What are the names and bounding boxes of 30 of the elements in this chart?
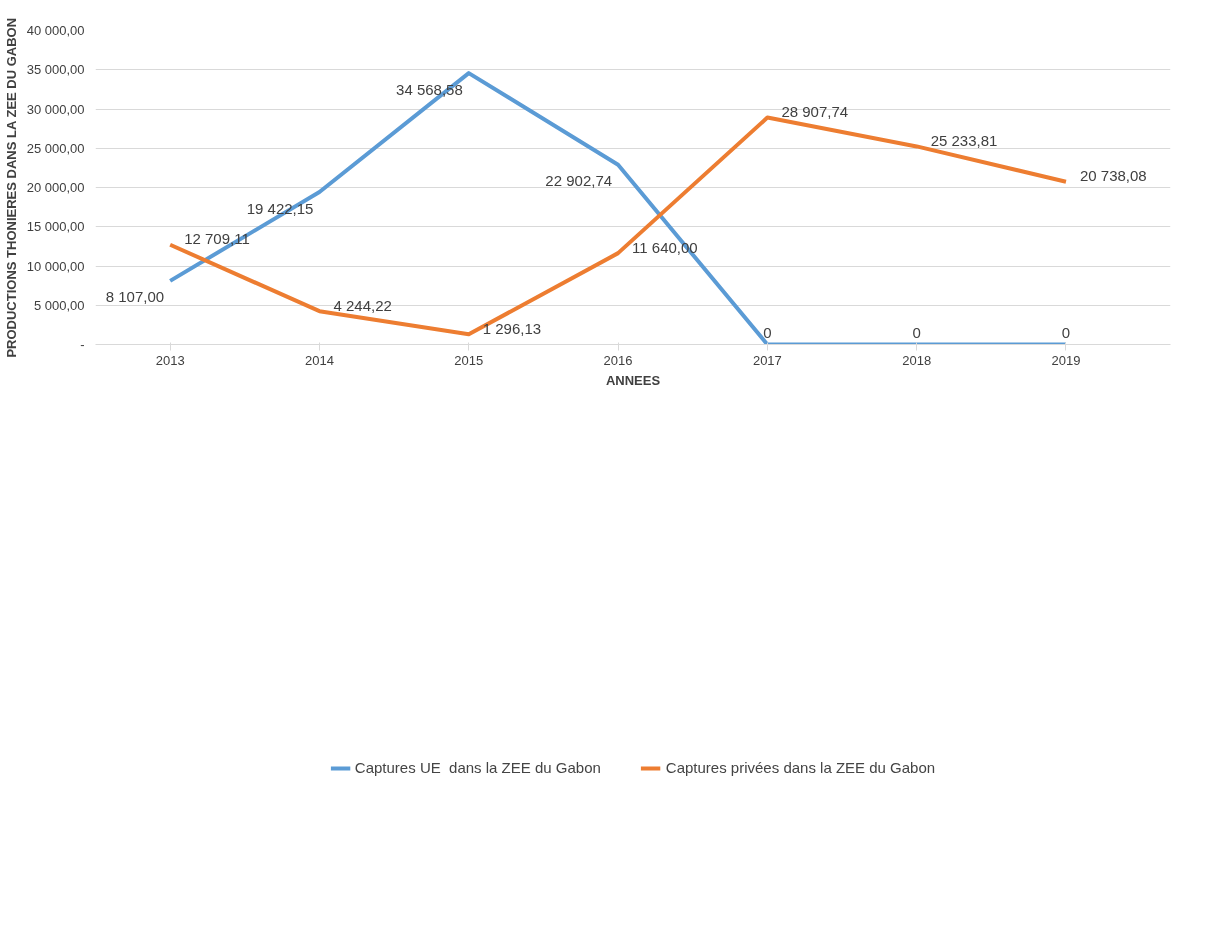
y-axis-title: PRODUCTIONS THONIERES DANS LA ZEE DU GABON bbox=[3, 17, 19, 358]
x-tick-label: 2017 bbox=[752, 352, 782, 368]
data-label: 0 bbox=[763, 323, 772, 341]
y-tick-label: 30 000,00 bbox=[26, 101, 85, 117]
x-tick-label: 2013 bbox=[155, 352, 185, 368]
y-tick-label: 15 000,00 bbox=[26, 219, 85, 235]
legend-label: Captures privées dans la ZEE du Gabon bbox=[665, 759, 936, 776]
y-tick-label: 10 000,00 bbox=[26, 258, 85, 274]
legend-label: Captures UE dans la ZEE du Gabon bbox=[354, 759, 601, 776]
data-label: 28 907,74 bbox=[781, 103, 849, 121]
y-tick-label: 5 000,00 bbox=[33, 297, 85, 313]
y-tick-label: 35 000,00 bbox=[26, 62, 85, 78]
x-tick-label: 2018 bbox=[902, 352, 932, 368]
data-label: 20 738,08 bbox=[1079, 167, 1147, 185]
x-tick-label: 2015 bbox=[454, 352, 484, 368]
x-tick-label: 2016 bbox=[603, 352, 633, 368]
line-series bbox=[168, 71, 1068, 345]
y-tick-label: 20 000,00 bbox=[26, 180, 85, 195]
x-axis-title: ANNEES bbox=[605, 372, 661, 388]
data-label: 22 902,74 bbox=[545, 172, 613, 190]
y-tick-label: 40 000,00 bbox=[26, 23, 85, 38]
data-label: 0 bbox=[912, 323, 921, 341]
data-label: 4 244,22 bbox=[333, 296, 392, 314]
data-label: 0 bbox=[1061, 323, 1071, 341]
x-tick-label: 2019 bbox=[1051, 352, 1081, 368]
data-label: 25 233,81 bbox=[930, 131, 998, 149]
y-tick-label: 25 000,00 bbox=[26, 140, 85, 156]
y-tick-label: - bbox=[80, 337, 85, 352]
data-label: 8 107,00 bbox=[105, 288, 165, 306]
x-tick-label: 2014 bbox=[305, 352, 334, 368]
